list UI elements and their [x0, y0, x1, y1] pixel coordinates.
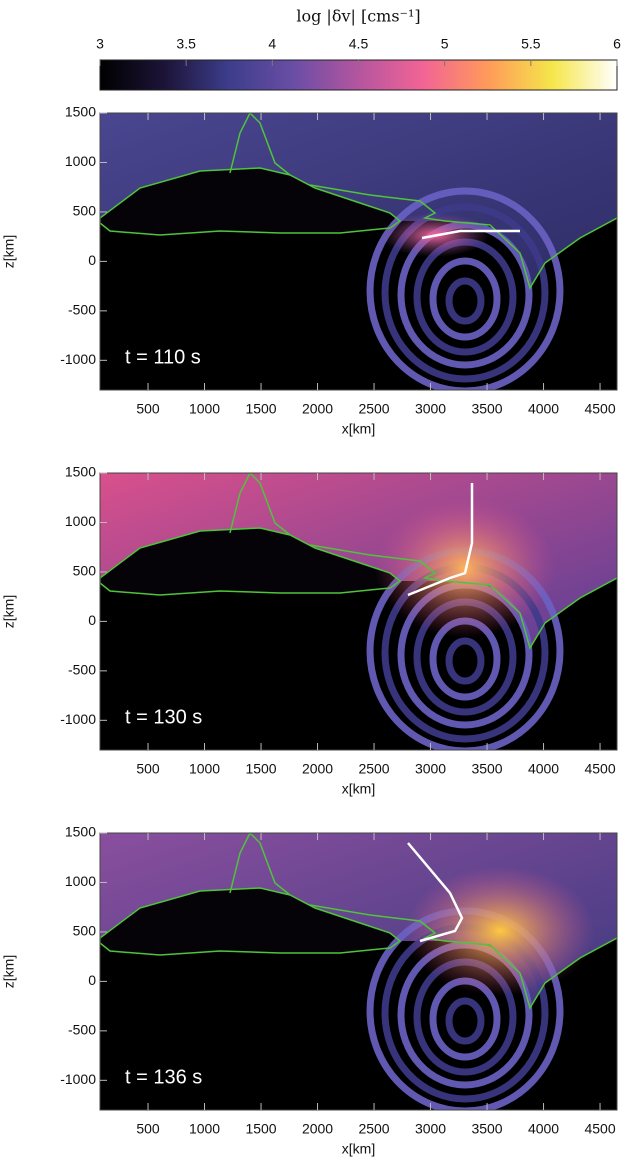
x-axis-label: x[km]: [342, 1141, 375, 1157]
x-tick-label: 3500: [471, 401, 502, 417]
annotation: t = 110 s: [125, 346, 201, 368]
heatmap-field: [100, 833, 617, 1110]
y-tick-label: 500: [73, 923, 97, 939]
x-tick-label: 500: [136, 1121, 160, 1137]
field-ring: [445, 997, 485, 1045]
y-tick-label: 1500: [65, 824, 96, 840]
colorbar-tick-label: 4: [268, 36, 276, 52]
x-tick-label: 1500: [245, 401, 276, 417]
colorbar-tick-label: 5: [441, 36, 449, 52]
contour: [100, 527, 402, 596]
y-tick-label: 0: [88, 252, 96, 268]
field-upper-region: [100, 113, 617, 288]
field-line: [407, 842, 464, 943]
x-axis-label: x[km]: [342, 781, 375, 797]
x-tick-label: 4000: [528, 401, 559, 417]
field-line: [407, 483, 474, 597]
x-tick-label: 500: [136, 761, 160, 777]
field-ring: [381, 203, 549, 383]
x-tick-label: 2000: [302, 1121, 333, 1137]
x-tick-label: 4500: [584, 1121, 615, 1137]
x-tick-label: 1500: [245, 1121, 276, 1137]
y-tick-label: 500: [73, 563, 97, 579]
contour: [229, 833, 291, 896]
colorbar-tick-label: 5.5: [521, 36, 541, 52]
x-tick-label: 4000: [528, 1121, 559, 1137]
colorbar-tick-label: 3: [96, 36, 104, 52]
y-tick-label: 1500: [65, 464, 96, 480]
y-axis-label: z[km]: [1, 955, 17, 988]
y-tick-label: -1000: [60, 711, 96, 727]
contour: [229, 113, 291, 176]
colorbar-tick-label: 3.5: [176, 36, 196, 52]
x-tick-label: 3000: [415, 1121, 446, 1137]
y-tick-label: 1000: [65, 513, 96, 529]
colorbar-tick-label: 4.5: [349, 36, 369, 52]
contour: [309, 544, 617, 650]
x-tick-label: 1000: [189, 761, 220, 777]
field-lobe: [100, 168, 400, 235]
field-lobe: [100, 888, 400, 955]
contour: [309, 184, 617, 290]
y-tick-label: 1500: [65, 104, 96, 120]
field-lobe: [100, 528, 400, 595]
y-tick-label: 1000: [65, 873, 96, 889]
y-tick-label: -500: [68, 1022, 96, 1038]
y-tick-label: -1000: [60, 351, 96, 367]
x-tick-label: 2000: [302, 761, 333, 777]
plot-frame: [99, 112, 618, 391]
heatmap-field: [100, 113, 617, 390]
y-tick-label: -500: [68, 662, 96, 678]
field-line: [421, 229, 520, 240]
x-tick-label: 3500: [471, 761, 502, 777]
x-tick-label: 1500: [245, 761, 276, 777]
x-tick-label: 4500: [584, 401, 615, 417]
field-ring: [366, 187, 564, 390]
field-ring: [445, 277, 485, 325]
contour: [229, 473, 291, 536]
field-ring: [429, 257, 501, 341]
x-tick-label: 3500: [471, 1121, 502, 1137]
colorbar-tick-label: 6: [613, 36, 621, 52]
y-tick-label: 500: [73, 203, 97, 219]
x-tick-label: 4000: [528, 761, 559, 777]
field-ring: [445, 637, 485, 685]
x-tick-label: 4500: [584, 761, 615, 777]
colorbar-label: log |δv| [cms⁻¹]: [296, 7, 420, 26]
y-axis-label: z[km]: [1, 595, 17, 628]
x-tick-label: 1000: [189, 401, 220, 417]
y-axis-label: z[km]: [1, 235, 17, 268]
x-tick-label: 2500: [358, 761, 389, 777]
x-tick-label: 1000: [189, 1121, 220, 1137]
x-tick-label: 3000: [415, 761, 446, 777]
x-tick-label: 3000: [415, 401, 446, 417]
contour: [100, 887, 402, 956]
y-tick-label: -500: [68, 302, 96, 318]
y-tick-label: 0: [88, 612, 96, 628]
contour: [100, 167, 402, 236]
y-tick-label: -1000: [60, 1071, 96, 1087]
annotation: t = 130 s: [125, 706, 202, 728]
y-tick-label: 0: [88, 972, 96, 988]
x-axis-label: x[km]: [342, 421, 375, 437]
x-tick-label: 2500: [358, 401, 389, 417]
heatmap-field: [100, 473, 617, 750]
x-tick-label: 500: [136, 401, 160, 417]
contour: [309, 904, 617, 1010]
plot-frame: [99, 472, 618, 751]
y-tick-label: 1000: [65, 153, 96, 169]
x-tick-label: 2000: [302, 401, 333, 417]
plot-frame: [99, 832, 618, 1111]
x-tick-label: 2500: [358, 1121, 389, 1137]
annotation: t = 136 s: [125, 1066, 202, 1088]
